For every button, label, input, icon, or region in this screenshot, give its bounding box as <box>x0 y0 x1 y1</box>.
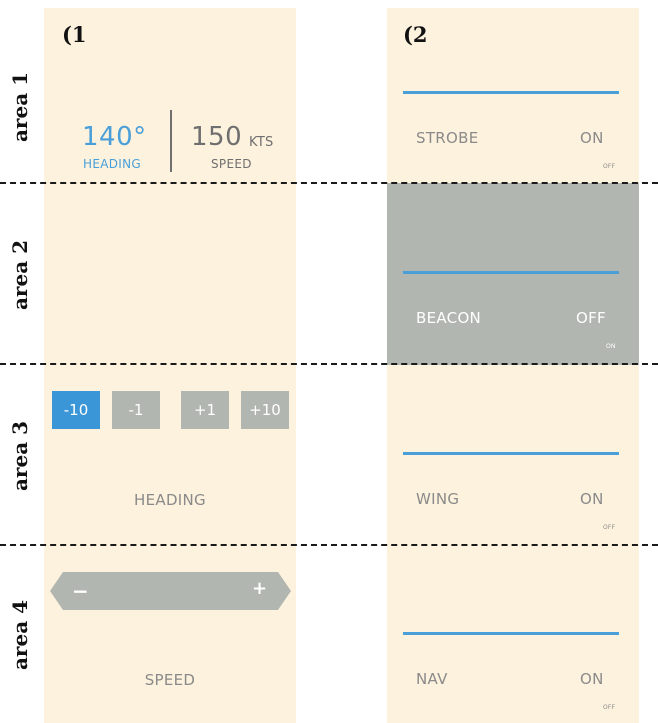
speed-readout: 150 <box>191 122 242 152</box>
wing-label: WING <box>416 490 459 508</box>
wing-alt-state[interactable]: OFF <box>603 524 615 531</box>
panel-2-number: (2 <box>403 22 428 47</box>
strobe-indicator-line <box>403 91 619 94</box>
beacon-highlight-area <box>387 183 639 365</box>
heading-control-caption: HEADING <box>44 491 296 509</box>
beacon-label: BEACON <box>416 309 481 327</box>
area-1-label: area 1 <box>8 57 32 157</box>
area-divider-1 <box>0 182 658 184</box>
readout-divider <box>170 110 172 172</box>
panel-1-number: (1 <box>62 22 87 47</box>
beacon-indicator-line <box>403 271 619 274</box>
wing-state-toggle[interactable]: ON <box>580 490 604 508</box>
speed-increase-icon[interactable]: + <box>252 578 267 599</box>
strobe-label: STROBE <box>416 129 478 147</box>
heading-minus-10-button[interactable]: -10 <box>52 391 100 429</box>
heading-readout-label: HEADING <box>83 157 141 171</box>
nav-state-toggle[interactable]: ON <box>580 670 604 688</box>
beacon-state-toggle[interactable]: OFF <box>576 309 606 327</box>
wing-indicator-line <box>403 452 619 455</box>
area-4-label: area 4 <box>8 585 32 685</box>
area-divider-2 <box>0 363 658 365</box>
speed-decrease-icon[interactable]: − <box>72 579 89 603</box>
heading-readout: 140° <box>82 122 147 152</box>
speed-control-caption: SPEED <box>44 671 296 689</box>
heading-minus-1-button[interactable]: -1 <box>112 391 160 429</box>
heading-plus-10-button[interactable]: +10 <box>241 391 289 429</box>
panel-2 <box>387 8 639 723</box>
nav-indicator-line <box>403 632 619 635</box>
area-3-label: area 3 <box>8 406 32 506</box>
nav-label: NAV <box>416 670 448 688</box>
speed-readout-label: SPEED <box>211 157 252 171</box>
strobe-alt-state[interactable]: OFF <box>603 163 615 170</box>
speed-unit: KTS <box>249 135 274 150</box>
area-divider-3 <box>0 544 658 546</box>
beacon-alt-state[interactable]: ON <box>606 343 616 350</box>
area-2-label: area 2 <box>8 225 32 325</box>
heading-plus-1-button[interactable]: +1 <box>181 391 229 429</box>
nav-alt-state[interactable]: OFF <box>603 704 615 711</box>
strobe-state-toggle[interactable]: ON <box>580 129 604 147</box>
